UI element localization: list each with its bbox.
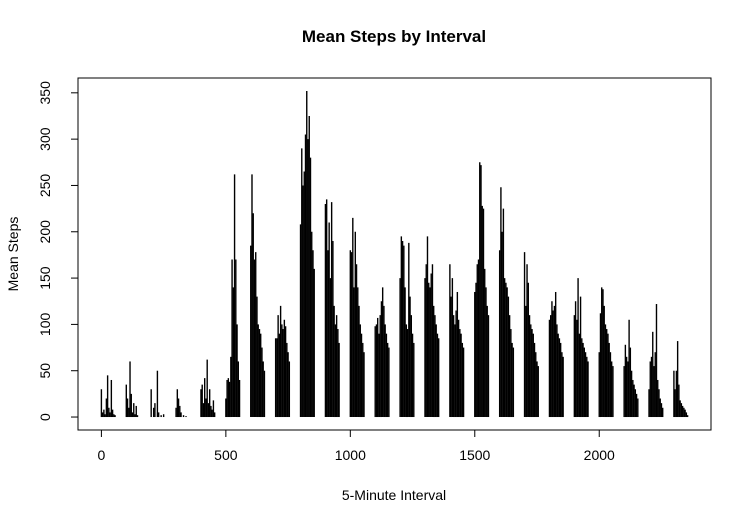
- y-tick-label: 50: [37, 363, 53, 379]
- y-tick-label: 0: [37, 413, 53, 421]
- y-tick-label: 150: [37, 266, 53, 290]
- y-tick-label: 100: [37, 313, 53, 337]
- x-tick-label: 1000: [335, 447, 366, 463]
- x-tick-label: 0: [97, 447, 105, 463]
- chart-title: Mean Steps by Interval: [302, 27, 486, 46]
- plot-box: [77, 77, 712, 431]
- y-tick-label: 250: [37, 174, 53, 198]
- y-tick-label: 300: [37, 127, 53, 151]
- x-axis-label: 5-Minute Interval: [342, 487, 446, 503]
- y-tick-label: 350: [37, 81, 53, 105]
- x-tick-label: 1500: [459, 447, 490, 463]
- x-tick-label: 2000: [584, 447, 615, 463]
- y-tick-label: 200: [37, 220, 53, 244]
- y-axis-label: Mean Steps: [5, 217, 21, 292]
- x-tick-label: 500: [214, 447, 238, 463]
